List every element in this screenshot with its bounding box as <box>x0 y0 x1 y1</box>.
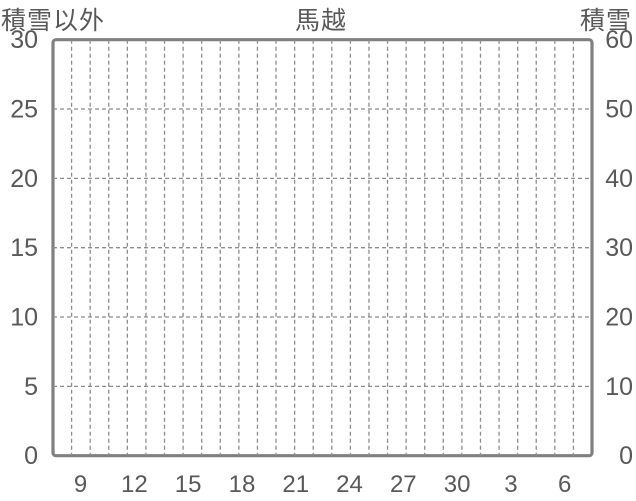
svg-text:40: 40 <box>605 165 633 193</box>
svg-text:5: 5 <box>24 373 38 401</box>
svg-text:30: 30 <box>605 234 633 262</box>
svg-text:30: 30 <box>10 26 38 54</box>
svg-text:15: 15 <box>10 234 38 262</box>
svg-text:6: 6 <box>558 471 571 498</box>
svg-text:0: 0 <box>24 442 38 470</box>
svg-text:50: 50 <box>605 96 633 124</box>
svg-text:9: 9 <box>74 471 87 498</box>
svg-text:30: 30 <box>444 471 471 498</box>
svg-text:10: 10 <box>10 304 38 332</box>
svg-text:60: 60 <box>605 26 633 54</box>
svg-text:27: 27 <box>390 471 417 498</box>
svg-text:25: 25 <box>10 96 38 124</box>
svg-text:21: 21 <box>282 471 309 498</box>
svg-text:18: 18 <box>229 471 256 498</box>
svg-text:20: 20 <box>10 165 38 193</box>
svg-text:12: 12 <box>121 471 148 498</box>
svg-text:0: 0 <box>619 442 633 470</box>
svg-text:10: 10 <box>605 373 633 401</box>
svg-text:24: 24 <box>336 471 363 498</box>
svg-text:馬越: 馬越 <box>295 7 347 35</box>
svg-text:15: 15 <box>175 471 202 498</box>
svg-text:20: 20 <box>605 304 633 332</box>
svg-text:3: 3 <box>504 471 517 498</box>
